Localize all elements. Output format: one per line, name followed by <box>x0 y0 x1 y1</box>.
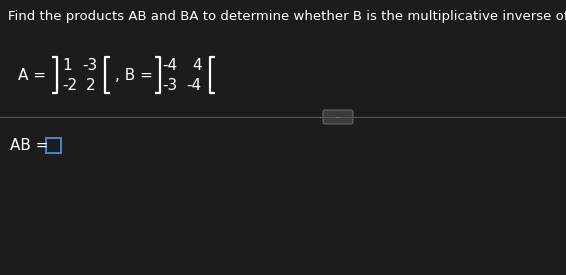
Text: 4: 4 <box>192 57 201 73</box>
Text: AB =: AB = <box>10 138 49 153</box>
Text: , B =: , B = <box>115 67 153 82</box>
Text: 2: 2 <box>86 78 96 92</box>
Text: ...: ... <box>335 114 341 120</box>
Text: -2: -2 <box>62 78 77 92</box>
Text: -3: -3 <box>82 57 97 73</box>
Text: A =: A = <box>18 67 46 82</box>
Text: -4: -4 <box>162 57 177 73</box>
FancyBboxPatch shape <box>323 110 353 124</box>
Text: Find the products AB and BA to determine whether B is the multiplicative inverse: Find the products AB and BA to determine… <box>8 10 566 23</box>
Text: -3: -3 <box>162 78 177 92</box>
Text: -4: -4 <box>186 78 201 92</box>
FancyBboxPatch shape <box>46 138 61 153</box>
Text: 1: 1 <box>62 57 72 73</box>
